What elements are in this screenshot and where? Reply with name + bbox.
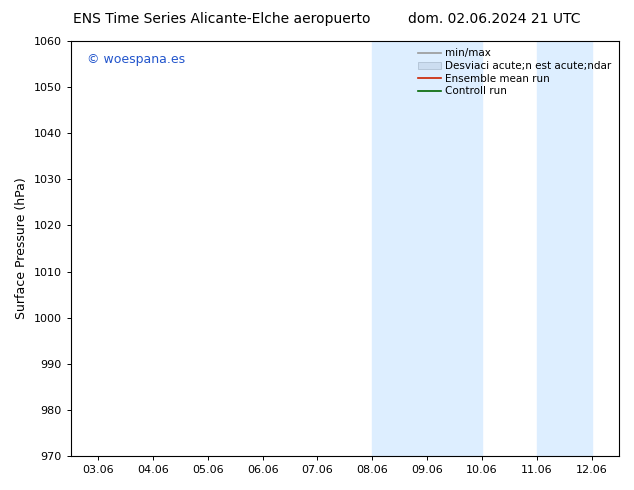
Bar — [537, 41, 592, 456]
Legend: min/max, Desviaci acute;n est acute;ndar, Ensemble mean run, Controll run: min/max, Desviaci acute;n est acute;ndar… — [417, 46, 614, 98]
Y-axis label: Surface Pressure (hPa): Surface Pressure (hPa) — [15, 178, 28, 319]
Bar — [372, 41, 482, 456]
Text: ENS Time Series Alicante-Elche aeropuerto: ENS Time Series Alicante-Elche aeropuert… — [73, 12, 371, 26]
Text: © woespana.es: © woespana.es — [87, 53, 185, 67]
Text: dom. 02.06.2024 21 UTC: dom. 02.06.2024 21 UTC — [408, 12, 581, 26]
